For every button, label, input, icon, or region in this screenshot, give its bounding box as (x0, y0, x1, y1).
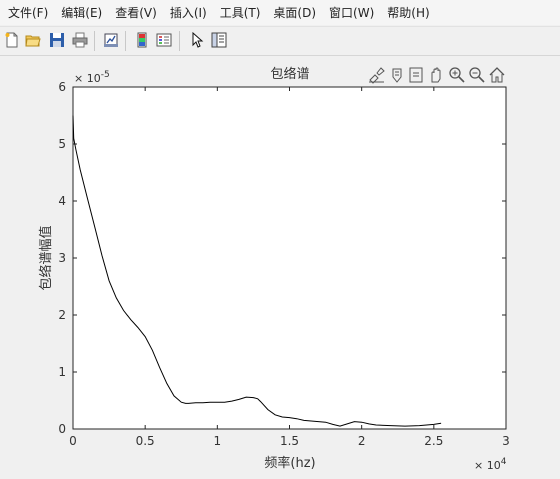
x-tick-label: 1.5 (280, 434, 299, 448)
axes-toolbar (369, 67, 505, 84)
print-icon[interactable] (71, 31, 89, 49)
pan-icon[interactable] (431, 67, 441, 83)
menu-insert[interactable]: 插入(I) (169, 5, 207, 20)
menu-view[interactable]: 查看(V) (115, 5, 157, 20)
x-axis-label: 频率(hz) (264, 455, 315, 471)
toolbar-separator (94, 31, 95, 51)
new-file-icon[interactable] (3, 31, 21, 49)
menu-bar: 文件(F) 编辑(E) 查看(V) 插入(I) 工具(T) 桌面(D) 窗口(W… (0, 0, 560, 25)
y-tick-label: 2 (58, 308, 66, 322)
chart-title: 包络谱 (270, 66, 309, 82)
x-tick-label: 0 (69, 434, 77, 448)
edit-plot-icon[interactable] (188, 31, 206, 49)
insert-legend-icon[interactable] (155, 31, 173, 49)
figure-canvas: 0 0.5 1 1.5 2 2.5 3 0 1 2 3 4 5 6 包络谱 频率(hz) 包络谱幅值 × … (0, 56, 560, 475)
y-exponent-label: × 10-5 (74, 70, 110, 85)
x-tick-label: 0.5 (136, 434, 155, 448)
zoom-in-icon[interactable] (449, 67, 465, 83)
toolbar-separator (179, 31, 180, 51)
link-plot-icon[interactable] (102, 31, 120, 49)
menu-tools[interactable]: 工具(T) (219, 5, 261, 20)
home-icon[interactable] (489, 67, 505, 83)
brush-icon[interactable] (369, 67, 385, 84)
x-tick-label: 3 (502, 434, 510, 448)
insert-colorbar-icon[interactable] (133, 31, 151, 49)
menu-file[interactable]: 文件(F) (8, 5, 49, 20)
property-inspector-icon[interactable] (210, 31, 228, 49)
menu-edit[interactable]: 编辑(E) (61, 5, 103, 20)
y-tick-label: 0 (58, 422, 66, 436)
x-tick-label: 2 (358, 434, 366, 448)
menu-window[interactable]: 窗口(W) (329, 5, 375, 20)
y-tick-label: 4 (58, 194, 66, 208)
x-tick-label: 1 (214, 434, 222, 448)
menu-help[interactable]: 帮助(H) (387, 5, 430, 20)
x-exponent-label: × 104 (474, 457, 507, 472)
menu-desktop[interactable]: 桌面(D) (273, 5, 317, 20)
y-axis-label: 包络谱幅值 (38, 225, 54, 290)
save-icon[interactable] (48, 31, 66, 49)
series-line-envelope (72, 115, 442, 427)
open-file-icon[interactable] (24, 31, 42, 49)
zoom-out-icon[interactable] (469, 67, 485, 83)
envelope-spectrum-chart[interactable]: 0 0.5 1 1.5 2 2.5 3 0 1 2 3 4 5 6 包络谱 频率(hz) 包络谱幅值 × … (0, 56, 560, 475)
y-tick-label: 5 (58, 137, 66, 151)
export-icon[interactable] (409, 67, 423, 83)
figure-toolbar (0, 26, 560, 56)
plot-area (72, 86, 507, 430)
y-tick-label: 6 (58, 80, 66, 94)
data-tips-icon[interactable] (392, 68, 402, 83)
y-tick-label: 1 (58, 365, 66, 379)
y-tick-label: 3 (58, 251, 66, 265)
toolbar-separator (125, 31, 126, 51)
x-tick-label: 2.5 (424, 434, 443, 448)
